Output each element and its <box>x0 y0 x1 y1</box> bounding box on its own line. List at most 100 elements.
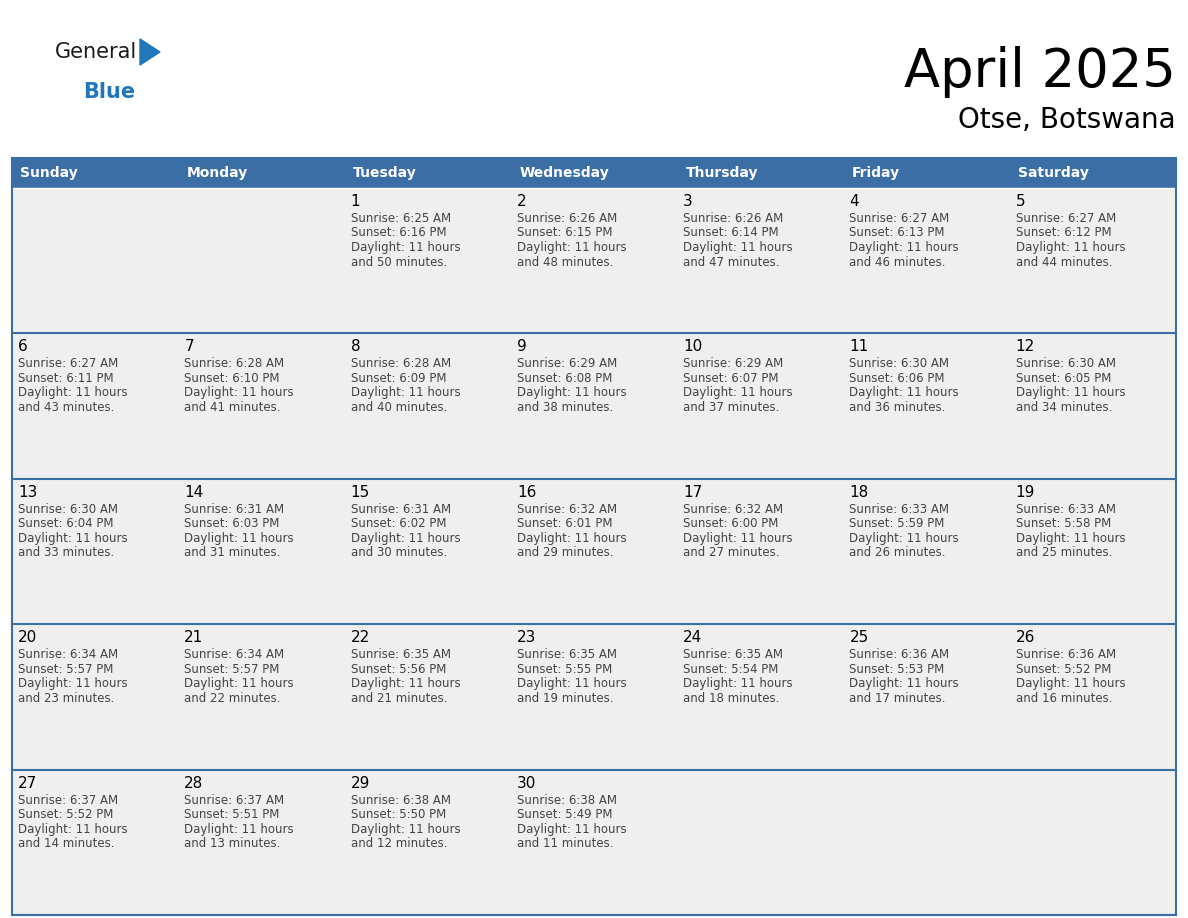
Text: Daylight: 11 hours: Daylight: 11 hours <box>517 823 626 835</box>
Text: 30: 30 <box>517 776 536 790</box>
Text: and 47 minutes.: and 47 minutes. <box>683 255 779 268</box>
Text: 22: 22 <box>350 630 369 645</box>
Text: Sunrise: 6:36 AM: Sunrise: 6:36 AM <box>1016 648 1116 661</box>
Text: Sunset: 5:58 PM: Sunset: 5:58 PM <box>1016 518 1111 531</box>
Bar <box>511 158 677 188</box>
Text: and 31 minutes.: and 31 minutes. <box>184 546 280 559</box>
Text: Sunset: 6:13 PM: Sunset: 6:13 PM <box>849 227 944 240</box>
Text: Daylight: 11 hours: Daylight: 11 hours <box>184 532 293 544</box>
Polygon shape <box>140 39 160 65</box>
Text: Sunset: 6:00 PM: Sunset: 6:00 PM <box>683 518 778 531</box>
Text: Sunrise: 6:29 AM: Sunrise: 6:29 AM <box>517 357 617 370</box>
Text: 11: 11 <box>849 340 868 354</box>
Text: 14: 14 <box>184 485 203 499</box>
Text: Daylight: 11 hours: Daylight: 11 hours <box>350 823 460 835</box>
Text: 28: 28 <box>184 776 203 790</box>
Text: Daylight: 11 hours: Daylight: 11 hours <box>350 532 460 544</box>
Text: Tuesday: Tuesday <box>353 166 417 180</box>
Text: Daylight: 11 hours: Daylight: 11 hours <box>683 532 792 544</box>
Text: Sunset: 5:50 PM: Sunset: 5:50 PM <box>350 808 446 821</box>
Text: 2: 2 <box>517 194 526 209</box>
Text: Sunrise: 6:28 AM: Sunrise: 6:28 AM <box>350 357 450 370</box>
Text: Monday: Monday <box>187 166 248 180</box>
Bar <box>1010 158 1176 188</box>
Text: 5: 5 <box>1016 194 1025 209</box>
Text: Sunset: 6:14 PM: Sunset: 6:14 PM <box>683 227 779 240</box>
Text: Sunset: 5:57 PM: Sunset: 5:57 PM <box>184 663 279 676</box>
Text: Sunrise: 6:27 AM: Sunrise: 6:27 AM <box>18 357 119 370</box>
Text: Sunrise: 6:32 AM: Sunrise: 6:32 AM <box>517 503 617 516</box>
Text: Sunset: 5:56 PM: Sunset: 5:56 PM <box>350 663 446 676</box>
Bar <box>843 158 1010 188</box>
Text: and 23 minutes.: and 23 minutes. <box>18 691 114 705</box>
Text: 19: 19 <box>1016 485 1035 499</box>
Text: Daylight: 11 hours: Daylight: 11 hours <box>849 386 959 399</box>
Text: and 18 minutes.: and 18 minutes. <box>683 691 779 705</box>
Text: Sunrise: 6:30 AM: Sunrise: 6:30 AM <box>18 503 118 516</box>
Bar <box>12 158 1176 915</box>
Text: Daylight: 11 hours: Daylight: 11 hours <box>849 677 959 690</box>
Bar <box>345 158 511 188</box>
Text: Sunset: 6:07 PM: Sunset: 6:07 PM <box>683 372 778 385</box>
Text: 16: 16 <box>517 485 536 499</box>
Text: and 41 minutes.: and 41 minutes. <box>184 401 280 414</box>
Text: Sunrise: 6:38 AM: Sunrise: 6:38 AM <box>350 793 450 807</box>
Text: and 46 minutes.: and 46 minutes. <box>849 255 946 268</box>
Text: Sunset: 6:03 PM: Sunset: 6:03 PM <box>184 518 279 531</box>
Text: and 38 minutes.: and 38 minutes. <box>517 401 613 414</box>
Text: Daylight: 11 hours: Daylight: 11 hours <box>1016 386 1125 399</box>
Text: and 50 minutes.: and 50 minutes. <box>350 255 447 268</box>
Text: Sunset: 6:11 PM: Sunset: 6:11 PM <box>18 372 114 385</box>
Text: Sunset: 6:08 PM: Sunset: 6:08 PM <box>517 372 612 385</box>
Text: Daylight: 11 hours: Daylight: 11 hours <box>18 823 127 835</box>
Bar <box>12 333 1176 479</box>
Text: Thursday: Thursday <box>685 166 758 180</box>
Text: Sunset: 5:59 PM: Sunset: 5:59 PM <box>849 518 944 531</box>
Text: 12: 12 <box>1016 340 1035 354</box>
Text: and 25 minutes.: and 25 minutes. <box>1016 546 1112 559</box>
Text: Sunrise: 6:34 AM: Sunrise: 6:34 AM <box>18 648 118 661</box>
Text: and 29 minutes.: and 29 minutes. <box>517 546 613 559</box>
Text: 29: 29 <box>350 776 369 790</box>
Text: 23: 23 <box>517 630 536 645</box>
Text: Sunset: 6:04 PM: Sunset: 6:04 PM <box>18 518 114 531</box>
Text: Sunrise: 6:30 AM: Sunrise: 6:30 AM <box>1016 357 1116 370</box>
Text: and 34 minutes.: and 34 minutes. <box>1016 401 1112 414</box>
Text: Daylight: 11 hours: Daylight: 11 hours <box>683 677 792 690</box>
Text: and 22 minutes.: and 22 minutes. <box>184 691 280 705</box>
Text: 21: 21 <box>184 630 203 645</box>
Text: 3: 3 <box>683 194 693 209</box>
Text: and 36 minutes.: and 36 minutes. <box>849 401 946 414</box>
Text: Daylight: 11 hours: Daylight: 11 hours <box>184 823 293 835</box>
Text: Sunrise: 6:31 AM: Sunrise: 6:31 AM <box>184 503 284 516</box>
Text: Wednesday: Wednesday <box>519 166 609 180</box>
Text: Sunset: 5:53 PM: Sunset: 5:53 PM <box>849 663 944 676</box>
Text: 9: 9 <box>517 340 526 354</box>
Text: and 48 minutes.: and 48 minutes. <box>517 255 613 268</box>
Text: Daylight: 11 hours: Daylight: 11 hours <box>184 677 293 690</box>
Text: 10: 10 <box>683 340 702 354</box>
Text: and 30 minutes.: and 30 minutes. <box>350 546 447 559</box>
Text: 26: 26 <box>1016 630 1035 645</box>
Text: Sunrise: 6:37 AM: Sunrise: 6:37 AM <box>184 793 284 807</box>
Text: Sunrise: 6:36 AM: Sunrise: 6:36 AM <box>849 648 949 661</box>
Text: and 21 minutes.: and 21 minutes. <box>350 691 447 705</box>
Text: Sunrise: 6:37 AM: Sunrise: 6:37 AM <box>18 793 118 807</box>
Text: Sunrise: 6:28 AM: Sunrise: 6:28 AM <box>184 357 284 370</box>
Text: 20: 20 <box>18 630 37 645</box>
Text: and 12 minutes.: and 12 minutes. <box>350 837 447 850</box>
Text: Daylight: 11 hours: Daylight: 11 hours <box>683 386 792 399</box>
Text: Daylight: 11 hours: Daylight: 11 hours <box>1016 677 1125 690</box>
Text: Sunrise: 6:31 AM: Sunrise: 6:31 AM <box>350 503 450 516</box>
Text: and 40 minutes.: and 40 minutes. <box>350 401 447 414</box>
Text: Sunrise: 6:35 AM: Sunrise: 6:35 AM <box>350 648 450 661</box>
Text: 25: 25 <box>849 630 868 645</box>
Text: and 17 minutes.: and 17 minutes. <box>849 691 946 705</box>
Text: Sunset: 6:16 PM: Sunset: 6:16 PM <box>350 227 447 240</box>
Text: Sunset: 6:01 PM: Sunset: 6:01 PM <box>517 518 612 531</box>
Text: 15: 15 <box>350 485 369 499</box>
Text: and 14 minutes.: and 14 minutes. <box>18 837 114 850</box>
Text: Daylight: 11 hours: Daylight: 11 hours <box>517 386 626 399</box>
Text: Sunrise: 6:29 AM: Sunrise: 6:29 AM <box>683 357 783 370</box>
Text: Sunset: 5:52 PM: Sunset: 5:52 PM <box>1016 663 1111 676</box>
